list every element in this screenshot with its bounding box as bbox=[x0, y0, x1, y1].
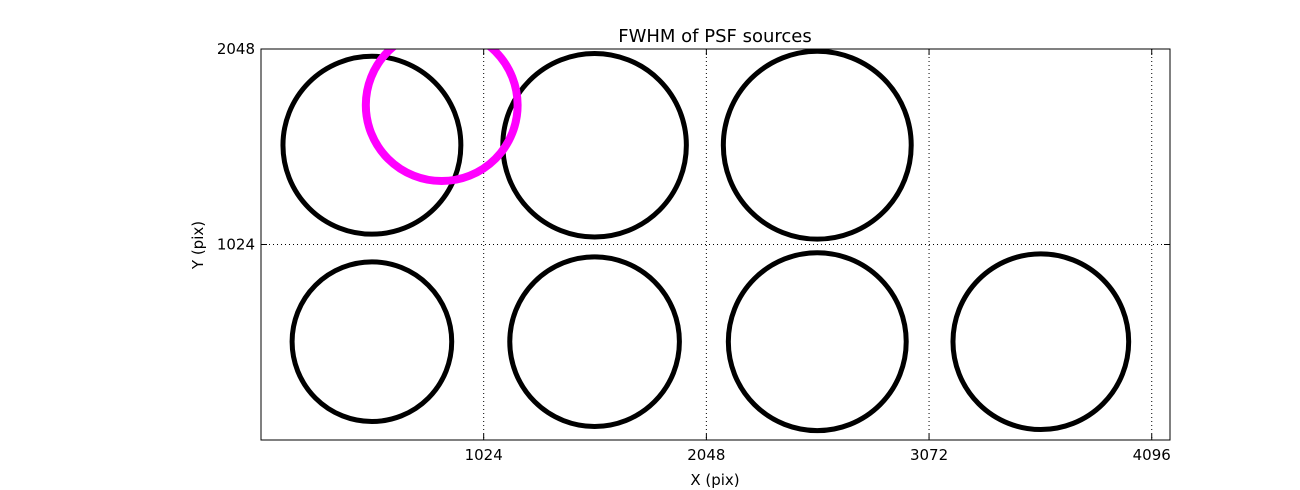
y-axis-label: Y (pix) bbox=[189, 221, 207, 270]
x-tick-label: 2048 bbox=[687, 446, 725, 464]
y-tick-label: 1024 bbox=[217, 236, 255, 254]
x-tick-label: 4096 bbox=[1133, 446, 1171, 464]
x-tick-label: 3072 bbox=[910, 446, 948, 464]
source-circle bbox=[289, 259, 455, 424]
source-circle bbox=[361, 49, 522, 186]
source-circle bbox=[500, 50, 689, 240]
grid bbox=[261, 48, 1170, 440]
x-axis-label: X (pix) bbox=[690, 471, 739, 489]
chart-title: FWHM of PSF sources bbox=[618, 26, 812, 47]
source-circle bbox=[725, 250, 909, 434]
source-circle bbox=[720, 49, 914, 242]
plot-area bbox=[280, 49, 1132, 434]
y-tick-label: 2048 bbox=[217, 40, 255, 58]
source-circle bbox=[507, 254, 682, 429]
source-circle bbox=[950, 251, 1132, 433]
x-tick-label: 1024 bbox=[465, 446, 503, 464]
source-circle bbox=[280, 53, 464, 237]
